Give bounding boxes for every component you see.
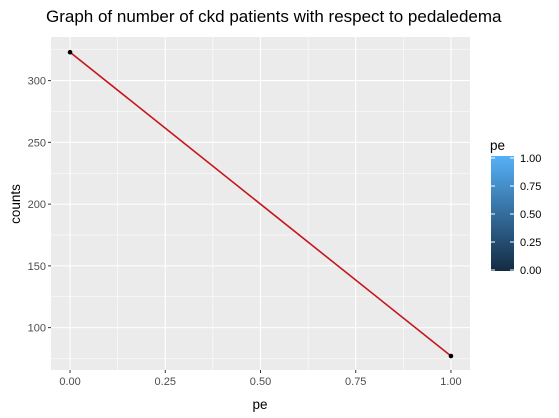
data-point bbox=[448, 353, 454, 359]
y-tick-label: 300 bbox=[28, 76, 46, 88]
series-line bbox=[69, 51, 452, 357]
x-tick-label: 0.25 bbox=[155, 376, 176, 388]
legend-colorbar bbox=[491, 156, 514, 271]
legend-title: pe bbox=[490, 138, 505, 153]
x-tick-label: 1.00 bbox=[440, 376, 461, 388]
colorbar-label: 0.75 bbox=[520, 181, 541, 193]
series-layer bbox=[67, 49, 454, 359]
y-tick-label: 250 bbox=[28, 137, 46, 149]
y-tick-label: 100 bbox=[28, 323, 46, 335]
chart-title: Graph of number of ckd patients with res… bbox=[46, 7, 502, 26]
x-tick-label: 0.00 bbox=[59, 376, 80, 388]
colorbar-label: 1.00 bbox=[520, 153, 541, 165]
colorbar-label: 0.00 bbox=[520, 265, 541, 277]
y-tick-label: 150 bbox=[28, 261, 46, 273]
legend: pe 0.00 0.25 0.50 0.75 1.00 bbox=[490, 138, 541, 277]
colorbar-label: 0.50 bbox=[520, 209, 541, 221]
x-axis-title: pe bbox=[252, 397, 267, 412]
major-gridlines bbox=[51, 37, 470, 370]
colorbar-label: 0.25 bbox=[520, 237, 541, 249]
y-axis-title: counts bbox=[8, 184, 23, 224]
x-axis-ticks: 0.00 0.25 0.50 0.75 1.00 bbox=[59, 370, 462, 388]
data-point bbox=[67, 49, 73, 55]
legend-ticks: 0.00 0.25 0.50 0.75 1.00 bbox=[491, 153, 541, 277]
x-tick-label: 0.75 bbox=[345, 376, 366, 388]
y-tick-label: 200 bbox=[28, 199, 46, 211]
x-tick-label: 0.50 bbox=[250, 376, 271, 388]
y-axis-ticks: 100 150 200 250 300 bbox=[28, 76, 51, 335]
